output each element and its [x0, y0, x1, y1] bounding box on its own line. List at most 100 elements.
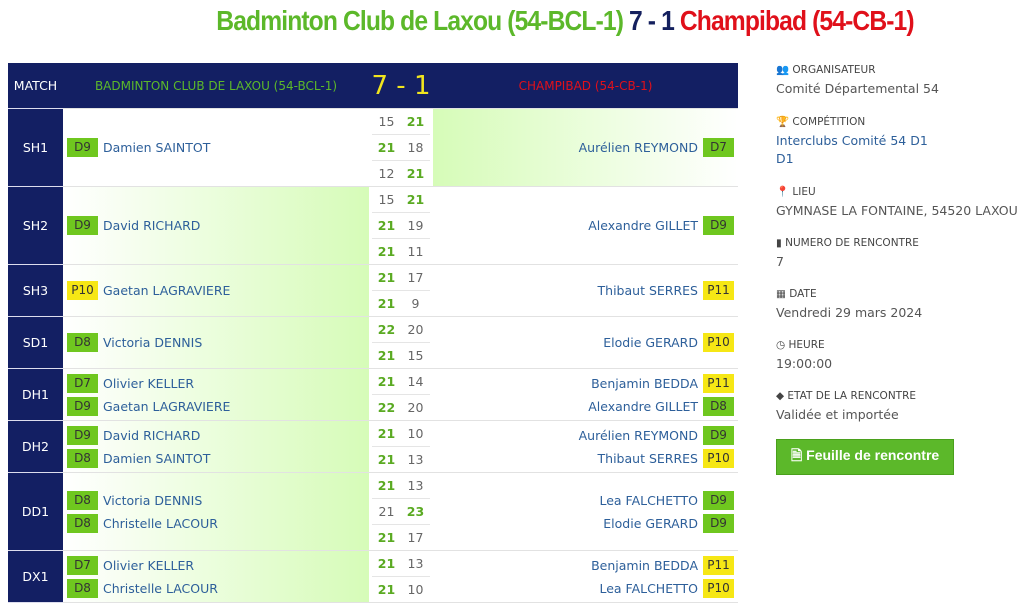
- player-name[interactable]: Alexandre GILLET: [588, 218, 698, 233]
- player[interactable]: Lea FALCHETTO P10: [433, 577, 738, 600]
- player[interactable]: Benjamin BEDDA P11: [433, 372, 738, 395]
- player[interactable]: D8 Damien SAINTOT: [63, 447, 369, 470]
- player-name[interactable]: Damien SAINTOT: [103, 140, 211, 155]
- set-score: 15 21: [372, 109, 430, 135]
- player-name[interactable]: David RICHARD: [103, 427, 201, 443]
- away-players: Aurélien REYMOND D9 Thibaut SERRES P10: [433, 420, 738, 473]
- rank-badge: D7: [67, 555, 98, 575]
- set-score: 21 10: [372, 577, 430, 602]
- set-score: 21 18: [372, 135, 430, 161]
- player-name[interactable]: Lea FALCHETTO: [599, 492, 698, 508]
- away-points: 13: [407, 452, 424, 467]
- rank-badge: D8: [67, 513, 98, 533]
- set-score: 15 21: [372, 187, 430, 213]
- home-points: 21: [377, 452, 396, 467]
- player-name[interactable]: Gaetan LAGRAVIERE: [103, 283, 231, 298]
- player-name[interactable]: Aurélien REYMOND: [578, 427, 698, 443]
- table-row: DH1 D7 Olivier KELLER D9 Gaetan LAGRAVIERE 21…: [8, 368, 738, 421]
- set-score: 21 15: [372, 343, 430, 368]
- set-scores: 15 21 21 19 21 11: [369, 186, 433, 265]
- player-name[interactable]: Alexandre GILLET: [588, 398, 698, 414]
- home-points: 21: [378, 504, 395, 519]
- player[interactable]: Aurélien REYMOND D7: [433, 136, 738, 159]
- player-name[interactable]: Aurélien REYMOND: [578, 140, 698, 155]
- match-code: DD1: [8, 472, 63, 551]
- home-players: D8 Victoria DENNIS D8 Christelle LACOUR: [63, 472, 369, 551]
- away-players: Aurélien REYMOND D7: [433, 108, 738, 187]
- player-name[interactable]: Christelle LACOUR: [103, 515, 218, 531]
- player[interactable]: D8 Victoria DENNIS: [63, 331, 369, 354]
- rank-badge: D9: [703, 425, 734, 445]
- player-name[interactable]: Victoria DENNIS: [103, 492, 203, 508]
- match-code: SD1: [8, 316, 63, 369]
- rank-badge: D7: [67, 373, 98, 393]
- player-name[interactable]: Benjamin BEDDA: [591, 557, 698, 573]
- player[interactable]: Alexandre GILLET D8: [433, 395, 738, 418]
- table-row: SH2 D9 David RICHARD 15 21 21 19 21 11 Alexandre …: [8, 186, 738, 265]
- rank-badge: D8: [67, 490, 98, 510]
- match-table: MATCH BADMINTON CLUB DE LAXOU (54-BCL-1)…: [8, 63, 738, 603]
- player[interactable]: Elodie GERARD P10: [433, 331, 738, 354]
- player-name[interactable]: Victoria DENNIS: [103, 335, 203, 350]
- rank-badge: D8: [67, 448, 98, 468]
- player[interactable]: Benjamin BEDDA P11: [433, 554, 738, 577]
- player[interactable]: D9 David RICHARD: [63, 424, 369, 447]
- set-score: 22 20: [372, 395, 430, 420]
- feuille-de-rencontre-button[interactable]: 🗎 Feuille de rencontre: [776, 439, 955, 475]
- set-score: 21 17: [372, 265, 430, 291]
- match-code: SH2: [8, 186, 63, 265]
- player[interactable]: P10 Gaetan LAGRAVIERE: [63, 279, 369, 302]
- home-points: 21: [377, 478, 396, 493]
- table-header: MATCH BADMINTON CLUB DE LAXOU (54-BCL-1)…: [8, 63, 738, 109]
- player-name[interactable]: Elodie GERARD: [603, 515, 698, 531]
- player-name[interactable]: Elodie GERARD: [603, 335, 698, 350]
- rank-badge: P10: [67, 281, 98, 300]
- home-points: 12: [378, 166, 395, 181]
- table-row: DH2 D9 David RICHARD D8 Damien SAINTOT 21 10 21…: [8, 420, 738, 473]
- player[interactable]: D9 David RICHARD: [63, 214, 369, 237]
- player-name[interactable]: Lea FALCHETTO: [599, 580, 698, 596]
- player-name[interactable]: David RICHARD: [103, 218, 201, 233]
- player-name[interactable]: Olivier KELLER: [103, 375, 195, 391]
- set-score: 21 14: [372, 369, 430, 395]
- map-marker-icon: 📍: [776, 186, 790, 198]
- player[interactable]: D8 Christelle LACOUR: [63, 512, 369, 535]
- player-name[interactable]: Benjamin BEDDA: [591, 375, 698, 391]
- player-name[interactable]: Thibaut SERRES: [597, 450, 698, 466]
- player[interactable]: D9 Damien SAINTOT: [63, 136, 369, 159]
- player[interactable]: Elodie GERARD D9: [433, 512, 738, 535]
- away-points: 21: [406, 166, 425, 181]
- player[interactable]: Alexandre GILLET D9: [433, 214, 738, 237]
- home-team-title: Badminton Club de Laxou (54-BCL-1): [216, 5, 624, 36]
- player[interactable]: D7 Olivier KELLER: [63, 554, 369, 577]
- rank-badge: P11: [703, 555, 734, 575]
- set-score: 21 11: [372, 239, 430, 264]
- bookmark-icon: ▮: [776, 237, 782, 249]
- home-points: 21: [377, 218, 396, 233]
- player[interactable]: D9 Gaetan LAGRAVIERE: [63, 395, 369, 418]
- player-name[interactable]: Gaetan LAGRAVIERE: [103, 398, 231, 414]
- player[interactable]: Aurélien REYMOND D9: [433, 424, 738, 447]
- competition-link[interactable]: Interclubs Comité 54 D1 D1: [776, 133, 928, 166]
- player[interactable]: Thibaut SERRES P11: [433, 279, 738, 302]
- player[interactable]: D8 Christelle LACOUR: [63, 577, 369, 600]
- home-points: 15: [378, 192, 395, 207]
- player[interactable]: Thibaut SERRES P10: [433, 447, 738, 470]
- player-name[interactable]: Olivier KELLER: [103, 557, 195, 573]
- player[interactable]: D7 Olivier KELLER: [63, 372, 369, 395]
- away-points: 10: [407, 582, 424, 597]
- player-name[interactable]: Damien SAINTOT: [103, 450, 211, 466]
- trophy-icon: 🏆: [776, 116, 790, 128]
- player-name[interactable]: Christelle LACOUR: [103, 580, 218, 596]
- player[interactable]: D8 Victoria DENNIS: [63, 489, 369, 512]
- player-name[interactable]: Thibaut SERRES: [597, 283, 698, 298]
- player[interactable]: Lea FALCHETTO D9: [433, 489, 738, 512]
- set-score: 21 23: [372, 499, 430, 525]
- match-code: SH1: [8, 108, 63, 187]
- rank-badge: D9: [67, 138, 98, 157]
- away-points: 15: [407, 348, 424, 363]
- clock-icon: ◷: [776, 339, 786, 351]
- away-points: 11: [407, 244, 424, 259]
- home-players: D9 David RICHARD D8 Damien SAINTOT: [63, 420, 369, 473]
- home-points: 21: [377, 556, 396, 571]
